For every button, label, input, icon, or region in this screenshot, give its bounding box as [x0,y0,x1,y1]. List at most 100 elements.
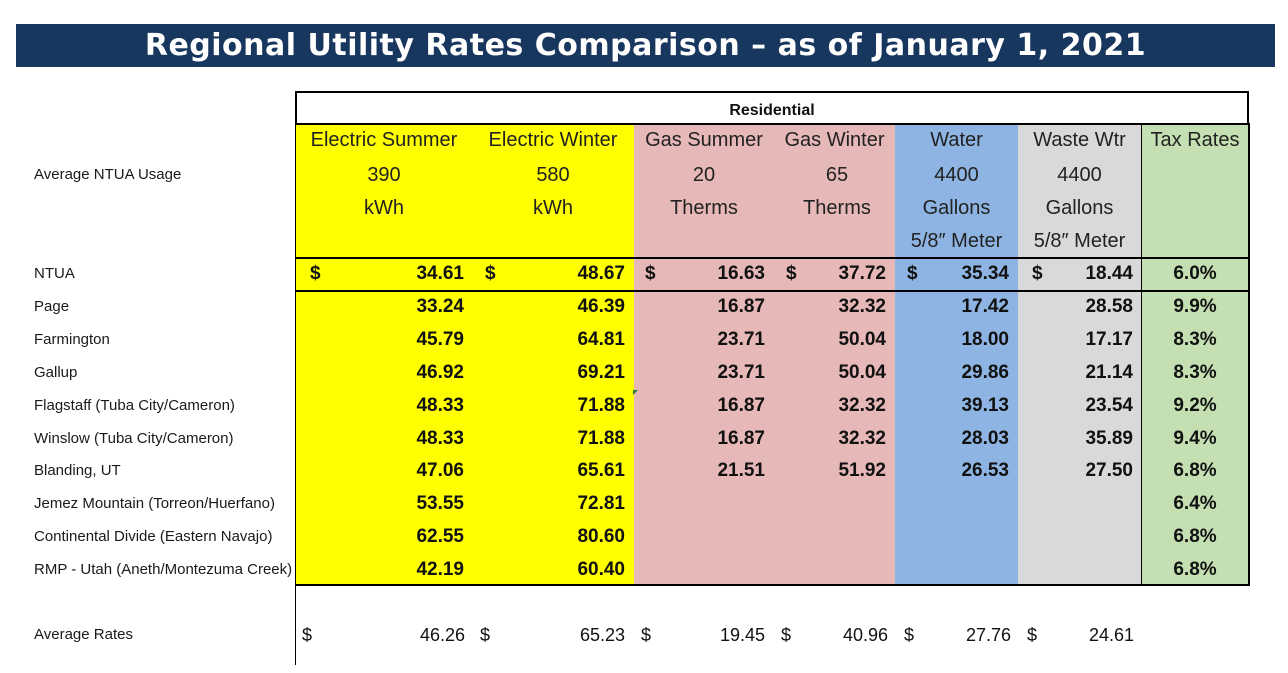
cell-tax-rate: 6.0% [1173,263,1217,284]
cell-electric-summer: 42.19 [416,559,464,580]
ntua-row-top-border [295,257,1250,259]
average-label: Average Rates [34,626,133,643]
cell-electric-summer: 34.61 [416,263,464,284]
cell-tax-rate: 8.3% [1173,362,1217,383]
cell-electric-summer: 33.24 [416,296,464,317]
cell-electric-winter: 60.40 [577,559,625,580]
waste-column-bg [1018,123,1141,585]
cell-gas-summer: 16.87 [717,296,765,317]
cell-tax-rate: 6.8% [1173,526,1217,547]
cell-water: 35.34 [961,263,1009,284]
column-separator [1141,123,1142,585]
usage-gas-winter-qty: 65 [825,164,849,186]
usage-waste-meter: 5/8″ Meter [1033,230,1126,252]
row-label: Page [34,298,70,315]
cell-tax-rate: 9.9% [1173,296,1217,317]
ntua-currency: $ [1032,263,1043,284]
cell-tax-rate: 6.8% [1173,460,1217,481]
row-label: Continental Divide (Eastern Navajo) [34,528,273,545]
header-water: Water [930,129,983,151]
cell-water: 28.03 [961,428,1009,449]
residential-header: Residential [295,91,1249,123]
cell-electric-winter: 80.60 [577,526,625,547]
average-currency: $ [904,625,915,645]
cell-waste: 21.14 [1085,362,1133,383]
table-right-border [1248,123,1250,585]
ntua-currency: $ [907,263,918,284]
cell-waste: 28.58 [1085,296,1133,317]
table-bottom-border [295,584,1250,586]
cell-electric-winter: 71.88 [577,428,625,449]
usage-electric-winter-qty: 580 [536,164,570,186]
cell-tax-rate: 6.4% [1173,493,1217,514]
cell-electric-winter: 48.67 [577,263,625,284]
ntua-currency: $ [485,263,496,284]
cell-electric-winter: 71.88 [577,395,625,416]
usage-water-unit: Gallons [922,197,991,219]
cell-electric-winter: 69.21 [577,362,625,383]
cell-gas-summer: 16.87 [717,395,765,416]
ntua-currency: $ [786,263,797,284]
cell-waste: 27.50 [1085,460,1133,481]
header-electric-summer: Electric Summer [310,129,458,151]
cell-electric-summer: 48.33 [416,395,464,416]
cell-electric-winter: 72.81 [577,493,625,514]
cell-electric-summer: 62.55 [416,526,464,547]
usage-electric-winter-unit: kWh [533,197,573,219]
cell-electric-summer: 45.79 [416,329,464,350]
cell-gas-summer: 16.87 [717,428,765,449]
header-gas-summer: Gas Summer [645,129,763,151]
average-gas-summer: 19.45 [719,625,765,645]
average-currency: $ [641,625,652,645]
cell-water: 26.53 [961,460,1009,481]
row-label: Flagstaff (Tuba City/Cameron) [34,397,235,414]
cell-gas-winter: 32.32 [838,296,886,317]
header-waste-wtr: Waste Wtr [1033,129,1126,151]
ntua-row-bottom-border [295,290,1250,292]
gas-column-bg [634,123,895,585]
average-water: 27.76 [965,625,1011,645]
cell-electric-summer: 46.92 [416,362,464,383]
cell-gas-summer: 21.51 [717,460,765,481]
electric-column-bg [296,123,634,585]
cell-tax-rate: 9.2% [1173,395,1217,416]
cell-electric-winter: 64.81 [577,329,625,350]
header-divider [295,123,1250,125]
header-electric-winter: Electric Winter [488,129,618,151]
cell-electric-winter: 65.61 [577,460,625,481]
usage-gas-summer-unit: Therms [670,197,738,219]
cell-gas-winter: 37.72 [838,263,886,284]
cell-water: 17.42 [961,296,1009,317]
row-label: Gallup [34,364,78,381]
cell-water: 39.13 [961,395,1009,416]
ntua-currency: $ [645,263,656,284]
row-label: Blanding, UT [34,462,121,479]
cell-tax-rate: 6.8% [1173,559,1217,580]
cell-waste: 23.54 [1085,395,1133,416]
average-waste: 24.61 [1088,625,1134,645]
cell-gas-summer: 16.63 [717,263,765,284]
ntua-currency: $ [310,263,321,284]
usage-waste-unit: Gallons [1045,197,1114,219]
cell-electric-winter: 46.39 [577,296,625,317]
row-label: Farmington [34,331,110,348]
cell-waste: 35.89 [1085,428,1133,449]
cell-gas-summer: 23.71 [717,329,765,350]
tax-column-bg [1141,123,1249,585]
cell-electric-summer: 48.33 [416,428,464,449]
cell-tax-rate: 8.3% [1173,329,1217,350]
table-left-border [295,91,296,665]
cell-gas-winter: 32.32 [838,395,886,416]
cell-gas-winter: 32.32 [838,428,886,449]
header-gas-winter: Gas Winter [784,129,885,151]
cell-electric-summer: 47.06 [416,460,464,481]
cell-gas-winter: 50.04 [838,362,886,383]
cell-water: 18.00 [961,329,1009,350]
usage-waste-qty: 4400 [1057,164,1102,186]
cell-electric-summer: 53.55 [416,493,464,514]
cell-gas-winter: 50.04 [838,329,886,350]
average-currency: $ [1027,625,1038,645]
usage-label: Average NTUA Usage [34,166,182,183]
row-label: RMP - Utah (Aneth/Montezuma Creek) [34,561,293,578]
usage-water-qty: 4400 [934,164,979,186]
